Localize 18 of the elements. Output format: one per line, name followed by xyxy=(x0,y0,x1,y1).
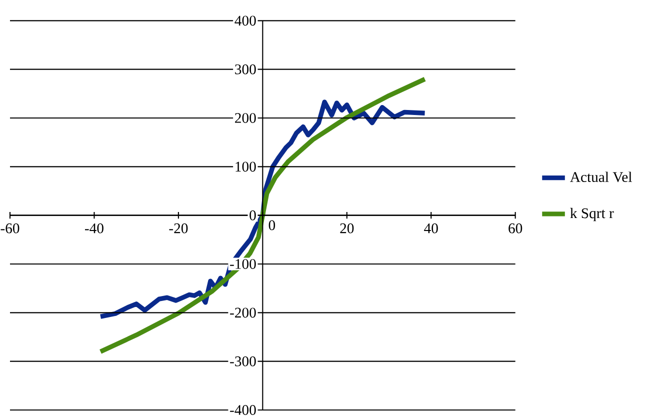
y-tick-label: 300 xyxy=(235,64,256,74)
y-tick-label: 400 xyxy=(234,16,256,26)
x-tick-label: -40 xyxy=(84,223,104,234)
legend-label: Actual Vel xyxy=(570,172,632,182)
x-tick-label: -60 xyxy=(0,223,20,234)
x-tick-label: 20 xyxy=(340,223,354,234)
y-tick-label: -400 xyxy=(230,405,256,415)
y-tick-label: 100 xyxy=(236,162,256,172)
x-tick-label: 60 xyxy=(508,223,522,234)
y-tick-label: 200 xyxy=(235,113,256,123)
y-tick-label: 0 xyxy=(250,210,256,220)
legend-label: k Sqrt r xyxy=(570,208,614,222)
y-tick-label: -200 xyxy=(230,308,256,318)
x-tick-label: -20 xyxy=(169,223,188,234)
y-tick-label: -100 xyxy=(230,259,256,269)
x-tick-label: 0 xyxy=(268,220,276,230)
x-tick-label: 40 xyxy=(424,223,438,234)
y-tick-label: -300 xyxy=(230,356,256,366)
